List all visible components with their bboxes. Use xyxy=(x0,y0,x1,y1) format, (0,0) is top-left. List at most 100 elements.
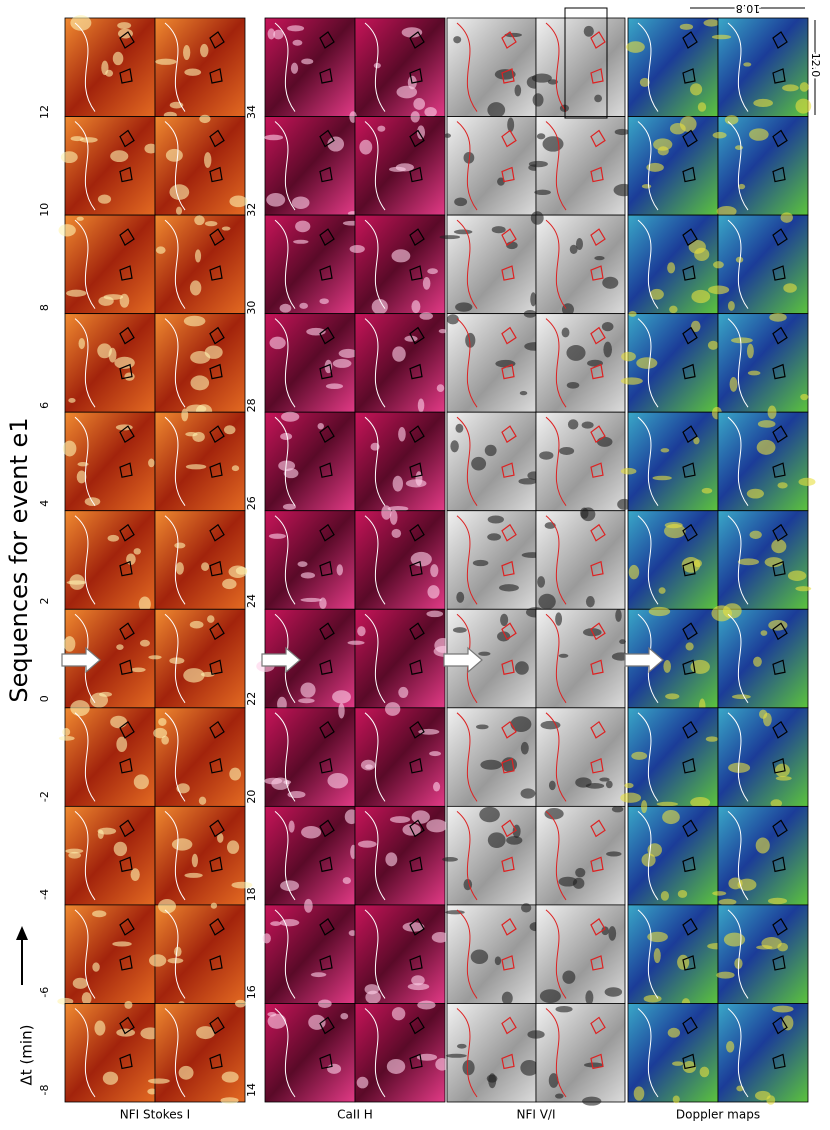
texture xyxy=(63,636,76,652)
texture xyxy=(392,475,404,492)
texture xyxy=(130,868,140,882)
texture xyxy=(221,226,231,231)
texture xyxy=(520,1059,539,1076)
right-tick-label: 34 xyxy=(245,105,258,119)
texture xyxy=(562,970,576,984)
texture xyxy=(731,337,753,344)
texture xyxy=(701,487,713,494)
texture xyxy=(566,381,580,389)
texture xyxy=(653,138,673,151)
contour xyxy=(119,425,135,478)
texture xyxy=(619,639,626,645)
texture xyxy=(62,440,77,457)
texture xyxy=(780,212,793,223)
texture xyxy=(530,292,537,307)
left-tick-label: -2 xyxy=(38,791,51,802)
texture xyxy=(97,194,112,204)
texture xyxy=(581,421,594,429)
time-arrow-head xyxy=(16,926,28,940)
texture xyxy=(711,34,732,40)
contour xyxy=(590,228,606,281)
contour xyxy=(727,810,749,901)
texture xyxy=(624,782,634,789)
contour xyxy=(274,219,296,309)
contour xyxy=(319,228,335,281)
texture xyxy=(716,971,735,979)
texture xyxy=(391,1007,406,1021)
texture xyxy=(646,162,664,172)
column-label: CaII H xyxy=(337,1108,373,1122)
texture xyxy=(749,530,762,539)
contour xyxy=(409,622,425,675)
texture xyxy=(532,93,544,107)
texture xyxy=(431,932,449,943)
texture xyxy=(446,314,459,325)
texture xyxy=(620,467,637,475)
contour xyxy=(637,712,659,802)
texture xyxy=(708,285,730,295)
contour xyxy=(119,1016,135,1070)
texture xyxy=(746,343,754,359)
texture xyxy=(738,183,746,190)
texture xyxy=(501,991,513,1005)
texture xyxy=(262,933,271,944)
contour xyxy=(209,228,225,281)
texture xyxy=(604,987,623,997)
contour xyxy=(209,326,225,380)
texture xyxy=(729,376,738,392)
texture xyxy=(287,25,305,32)
texture xyxy=(537,576,546,588)
image-panel xyxy=(264,116,356,216)
texture xyxy=(669,305,678,314)
contour xyxy=(119,622,135,675)
texture xyxy=(175,562,184,575)
texture xyxy=(279,303,292,313)
texture xyxy=(603,341,612,358)
image-panel xyxy=(64,313,156,413)
texture xyxy=(520,741,529,755)
texture xyxy=(652,475,672,481)
image-panel xyxy=(535,214,626,315)
texture xyxy=(70,700,90,717)
texture xyxy=(133,548,141,555)
texture xyxy=(66,289,87,297)
texture xyxy=(520,903,532,913)
right-tick-label: 18 xyxy=(245,887,258,901)
roi-box xyxy=(564,7,608,119)
texture xyxy=(679,116,697,132)
contour xyxy=(74,515,96,605)
texture xyxy=(110,715,128,729)
texture xyxy=(718,898,737,906)
texture xyxy=(767,897,788,905)
texture xyxy=(628,564,640,580)
image-panel xyxy=(354,411,446,512)
texture xyxy=(229,195,248,208)
contour xyxy=(772,228,788,281)
image-panel xyxy=(717,805,809,906)
texture xyxy=(504,32,522,38)
texture xyxy=(58,735,75,741)
image-panel xyxy=(446,805,537,906)
texture xyxy=(527,1030,545,1039)
texture xyxy=(338,348,358,358)
contour xyxy=(772,819,788,873)
texture xyxy=(614,128,630,136)
texture xyxy=(264,777,283,785)
contour xyxy=(637,416,659,507)
texture xyxy=(124,1000,133,1009)
contour xyxy=(590,819,606,873)
texture xyxy=(707,340,719,350)
texture xyxy=(174,946,182,957)
texture xyxy=(690,797,711,808)
texture xyxy=(295,220,311,233)
texture xyxy=(281,411,300,422)
contour xyxy=(637,1008,659,1098)
left-tick-label: 2 xyxy=(38,598,51,605)
contour xyxy=(456,318,478,408)
contour xyxy=(772,720,788,774)
contour xyxy=(164,219,186,309)
texture xyxy=(455,423,464,433)
texture xyxy=(435,1058,449,1071)
image-panel xyxy=(446,313,537,413)
image-panel xyxy=(64,17,156,117)
